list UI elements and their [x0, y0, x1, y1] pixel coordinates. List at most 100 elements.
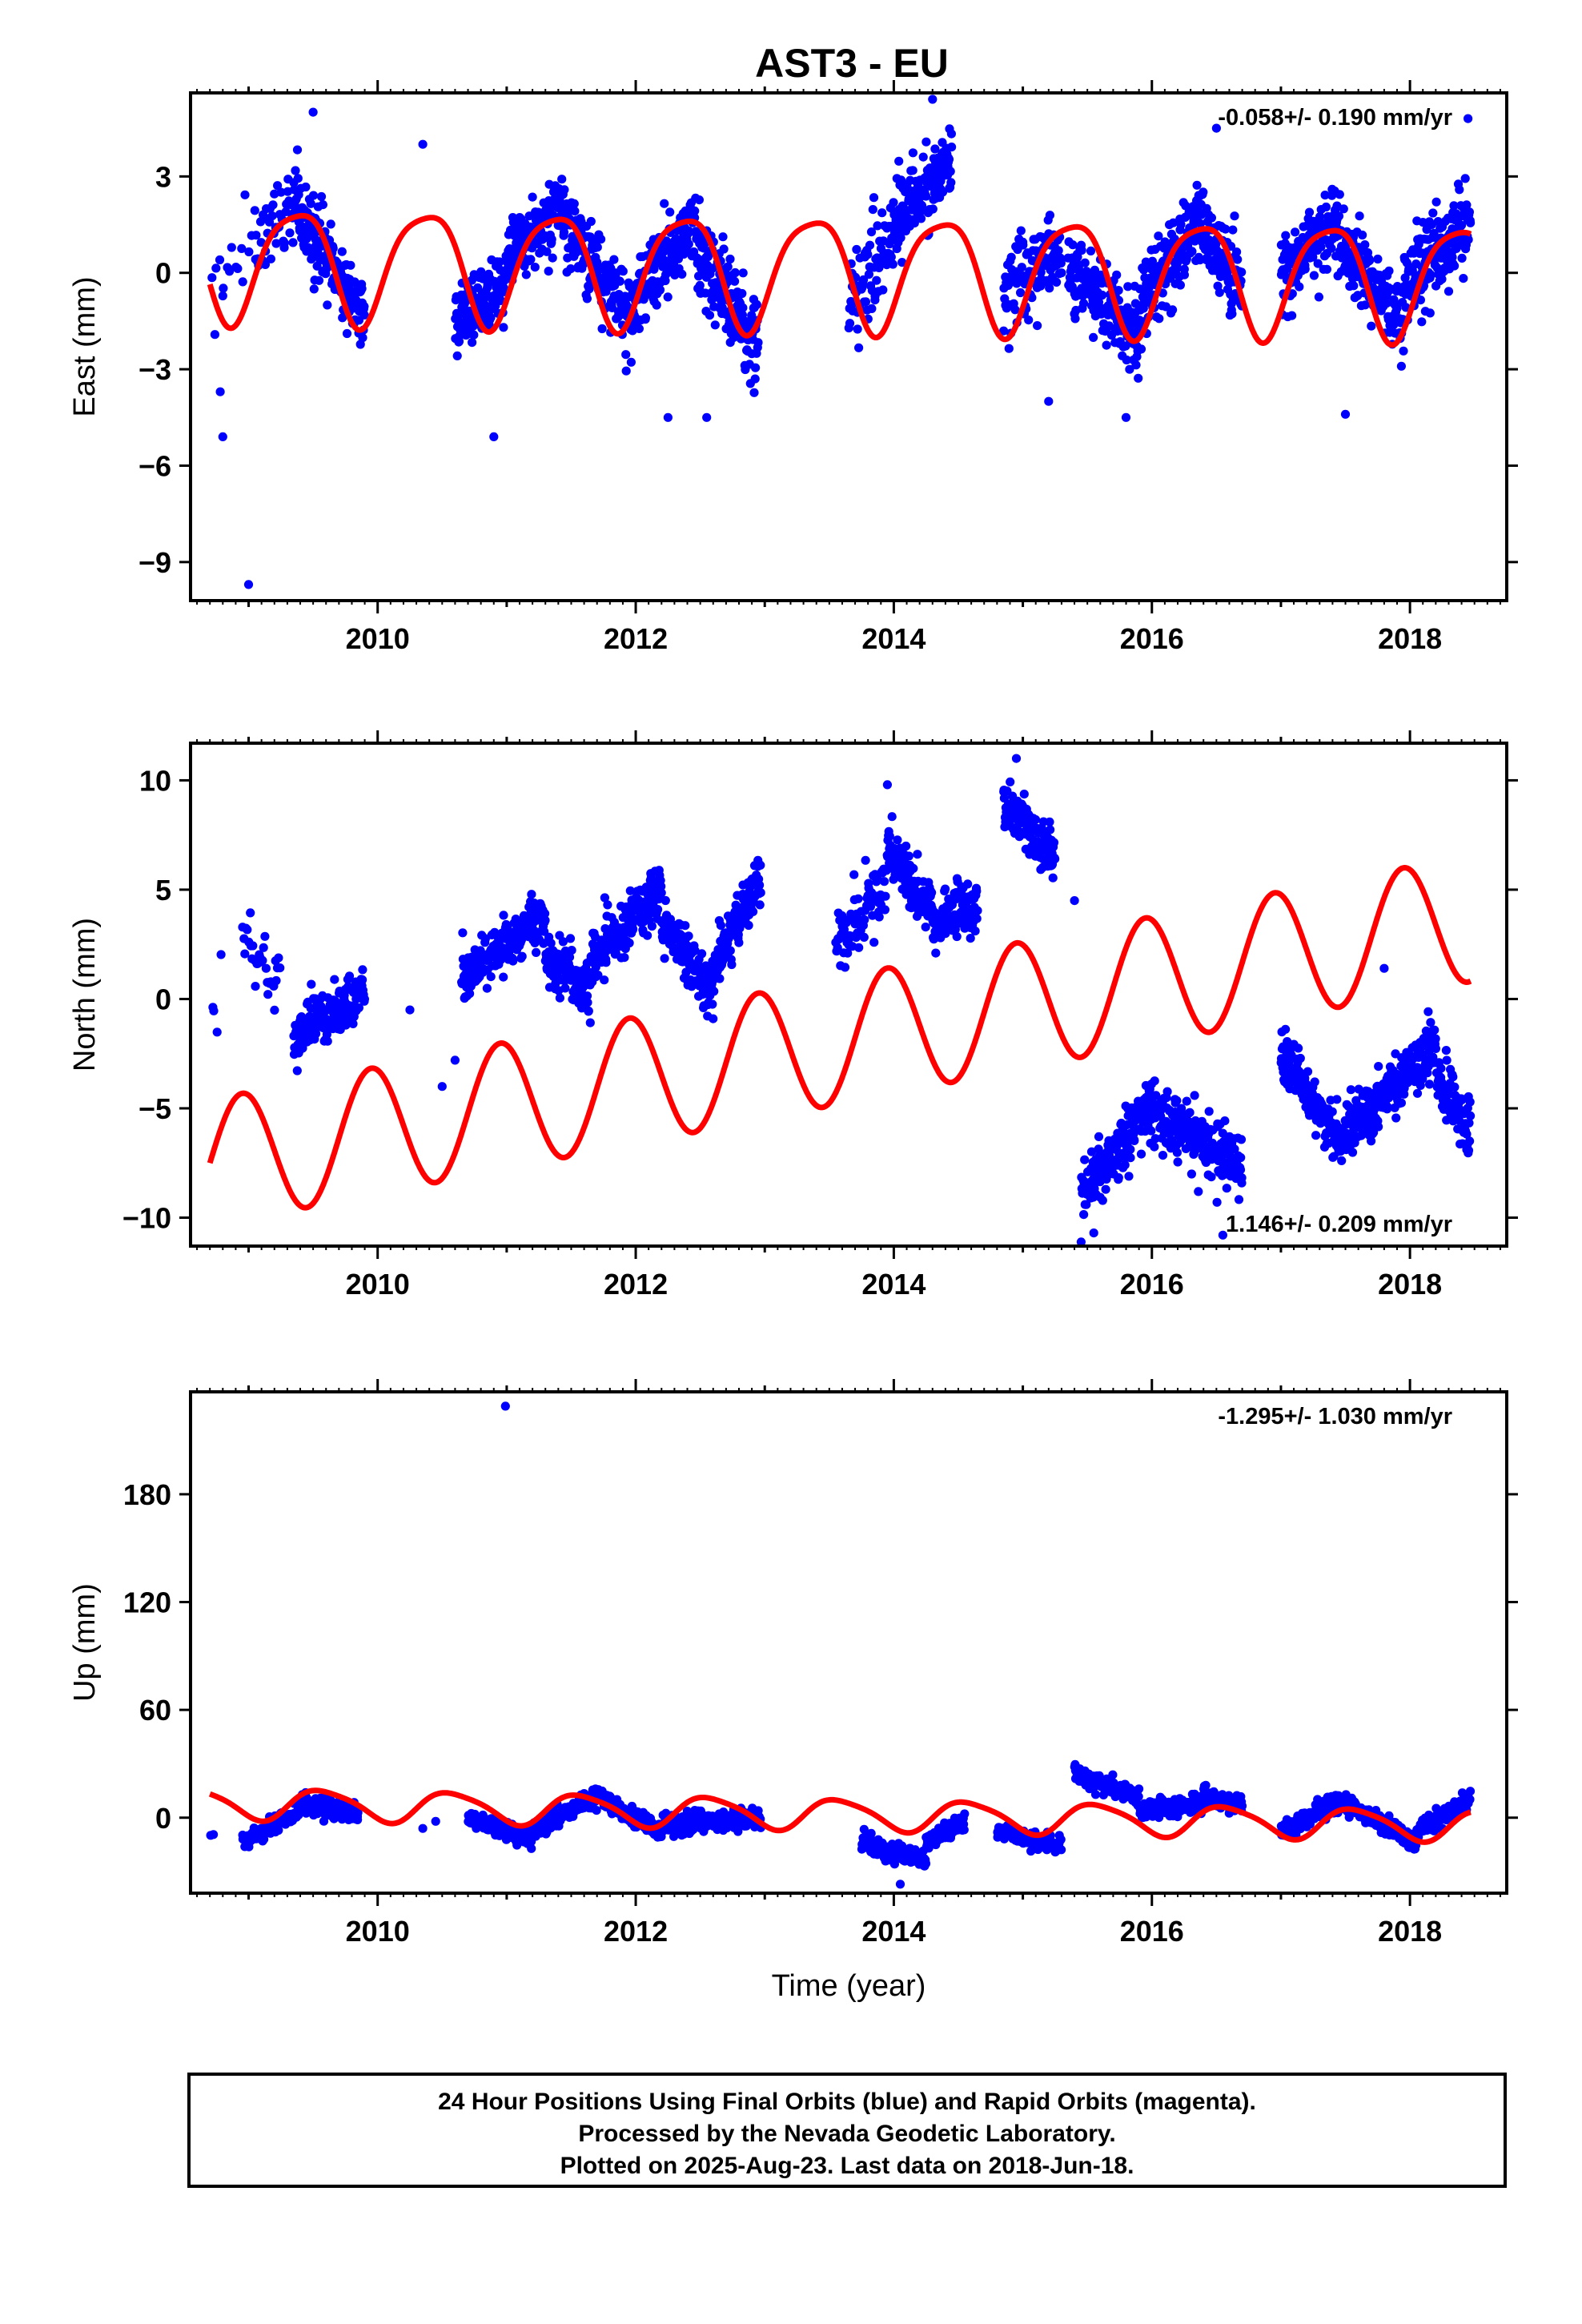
- data-point: [1462, 200, 1472, 210]
- data-point: [1382, 299, 1391, 308]
- data-point: [1295, 1053, 1305, 1063]
- data-point: [1114, 1173, 1123, 1183]
- data-point: [1347, 1148, 1358, 1157]
- data-point: [1466, 1111, 1476, 1120]
- data-point: [867, 304, 877, 313]
- data-point: [1067, 282, 1077, 292]
- data-point: [1048, 873, 1058, 883]
- y-axis-label: East (mm): [68, 276, 102, 416]
- data-point: [963, 879, 973, 889]
- data-point: [861, 855, 870, 865]
- data-point: [887, 812, 897, 822]
- data-point: [725, 254, 735, 264]
- data-point: [1127, 318, 1137, 328]
- data-point: [1332, 1095, 1342, 1104]
- data-point: [1314, 292, 1323, 302]
- data-point: [1303, 1067, 1313, 1076]
- data-point: [1436, 1063, 1446, 1073]
- data-point: [738, 268, 748, 278]
- data-point: [240, 190, 250, 199]
- data-point: [752, 300, 761, 309]
- data-point: [1079, 1210, 1089, 1220]
- data-point: [1173, 1157, 1182, 1167]
- data-point: [418, 139, 428, 149]
- data-point: [864, 270, 873, 279]
- data-point: [405, 1005, 415, 1015]
- data-point: [565, 934, 576, 943]
- data-point: [972, 914, 982, 923]
- data-point: [865, 902, 875, 911]
- data-point: [495, 257, 504, 267]
- data-point: [564, 952, 575, 962]
- data-point: [750, 374, 760, 384]
- data-point: [861, 297, 870, 307]
- data-point: [540, 915, 550, 925]
- data-point: [1281, 1024, 1291, 1034]
- data-point: [1327, 243, 1336, 253]
- data-point: [555, 993, 565, 1003]
- data-point: [527, 890, 536, 899]
- data-point: [1212, 1197, 1222, 1207]
- data-point: [1204, 1107, 1214, 1116]
- data-point: [869, 193, 879, 203]
- x-tick-label: 2014: [861, 622, 926, 655]
- data-point: [211, 263, 221, 273]
- data-point: [323, 300, 332, 310]
- data-point: [322, 1030, 331, 1039]
- data-point: [756, 860, 765, 870]
- data-point: [626, 357, 636, 367]
- data-point: [1078, 299, 1089, 308]
- data-point: [1207, 213, 1216, 223]
- data-point: [1349, 281, 1359, 291]
- data-point: [1447, 252, 1457, 262]
- data-point: [246, 908, 255, 918]
- data-point: [1126, 1144, 1135, 1154]
- data-point: [1134, 373, 1143, 383]
- data-point: [715, 974, 725, 983]
- data-point: [357, 283, 367, 293]
- y-tick-label: −9: [139, 546, 171, 579]
- data-point: [1459, 274, 1468, 283]
- data-point: [677, 269, 687, 279]
- data-point: [1123, 282, 1133, 292]
- data-point: [1056, 259, 1066, 268]
- data-point: [346, 260, 355, 270]
- data-point: [301, 182, 311, 192]
- data-point: [584, 1006, 593, 1016]
- data-point: [1024, 316, 1034, 325]
- data-point: [560, 983, 570, 993]
- data-point: [1466, 218, 1476, 227]
- data-point: [973, 906, 982, 915]
- data-point: [1355, 211, 1364, 221]
- data-point: [1207, 1172, 1216, 1182]
- data-point: [268, 200, 278, 210]
- data-point: [567, 946, 576, 955]
- data-point: [600, 975, 609, 985]
- data-point: [1396, 361, 1406, 371]
- data-point: [308, 107, 318, 117]
- data-point: [309, 284, 319, 294]
- data-point: [496, 955, 506, 965]
- data-point: [845, 319, 855, 328]
- data-point: [570, 207, 580, 216]
- data-point: [279, 238, 289, 248]
- y-tick-label: 0: [155, 257, 171, 290]
- data-point: [725, 946, 735, 955]
- data-point: [663, 292, 673, 302]
- data-point: [1373, 254, 1383, 264]
- data-point: [1460, 174, 1470, 183]
- y-tick-label: −3: [139, 353, 171, 386]
- data-point: [437, 1082, 447, 1092]
- data-point: [323, 1036, 332, 1046]
- data-point: [1291, 227, 1300, 237]
- x-tick-label: 2016: [1120, 622, 1184, 655]
- data-point: [1384, 266, 1394, 275]
- data-point: [569, 199, 579, 208]
- data-point: [1316, 242, 1326, 251]
- data-point: [1018, 240, 1028, 250]
- data-point: [1101, 1184, 1110, 1194]
- data-point: [1019, 790, 1029, 799]
- data-point: [1120, 1160, 1130, 1170]
- data-point: [709, 987, 719, 996]
- data-point: [358, 975, 367, 985]
